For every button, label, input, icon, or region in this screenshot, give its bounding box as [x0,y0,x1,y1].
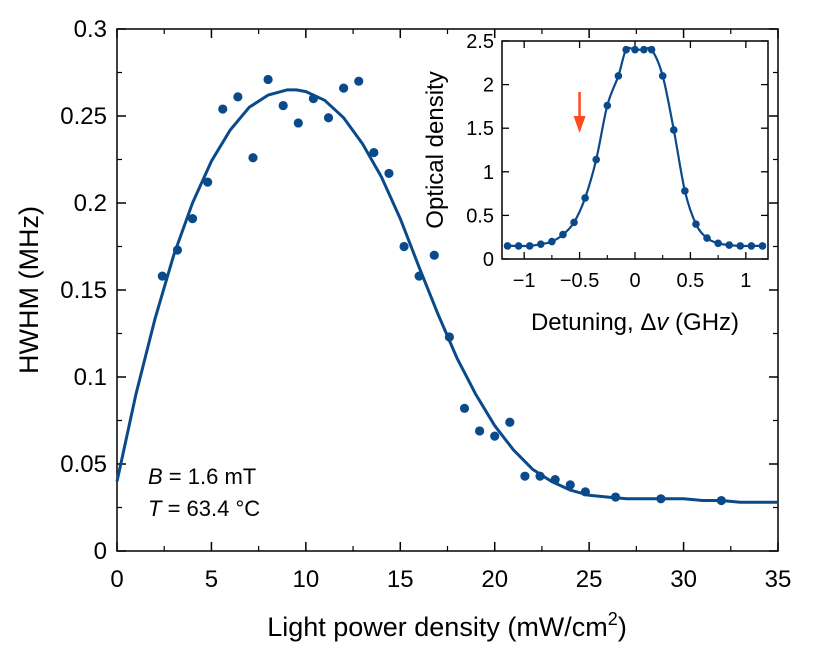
inset-data-point [714,239,722,248]
main-data-points [157,74,726,506]
data-point [308,94,319,104]
data-point [187,214,198,224]
inset-data-point [603,101,612,110]
data-point [233,92,243,102]
data-point [535,471,545,481]
main-x-tick-label: 20 [481,566,508,593]
inset-data-point [581,194,589,202]
annotation-temperature: T = 63.4 °C [148,496,260,521]
main-x-tick-label: 0 [110,566,123,593]
data-point [716,495,726,506]
inset-data-point [703,234,711,242]
inset-background [502,41,768,259]
main-x-axis-label: Light power density (mW/cm2) [267,609,627,642]
inset-data-point [669,126,678,134]
inset-data-point [592,155,601,164]
inset-data-points [503,45,767,250]
inset-x-tick-label: −0.5 [560,270,599,292]
main-y-tick-label: 0 [94,538,107,565]
inset-x-tick-label: 1 [740,270,751,292]
data-point [459,403,470,413]
main-x-tick-label: 10 [293,566,320,593]
data-point [505,417,515,427]
inset-x-tick-label: 0.5 [677,270,705,292]
inset-y-tick-label: 0.5 [466,205,494,227]
inset-data-point [622,45,630,54]
inset-x-axis-label: Detuning, Δv (GHz) [531,309,739,336]
data-point [399,241,409,252]
arrow-head [573,116,586,133]
main-y-tick-label: 0.25 [60,103,107,130]
arrow-marker [573,92,586,133]
inset-y-tick-label: 2.5 [466,31,494,53]
inset-data-point [681,187,689,195]
data-point [444,332,454,342]
inset-data-point [647,45,656,54]
inset-data-point [725,241,734,249]
data-point [248,153,258,163]
inset-data-point [514,242,523,250]
inset-data-point [631,45,639,54]
data-point [565,480,575,490]
inset-y-tick-label: 0 [483,249,494,271]
inset-data-point [536,240,545,248]
inset-data-point [559,230,567,239]
main-x-tick-label: 30 [670,566,697,593]
inset-data-point [548,237,556,246]
data-point [656,494,666,504]
inset-data-point [614,72,623,80]
data-point [429,250,439,260]
data-point [369,147,379,158]
inset-data-point [758,242,767,250]
main-y-tick-label: 0.3 [74,16,107,43]
data-point [218,104,228,114]
inset-data-point [570,218,578,227]
inset-x-tick-label: −1 [513,270,536,292]
data-point [580,487,590,497]
main-y-tick-label: 0.15 [60,277,107,304]
data-point [354,76,364,86]
data-point [172,245,183,255]
inset-y-tick-label: 1 [483,162,494,184]
data-point [278,100,288,111]
main-x-tick-label: 5 [205,566,218,593]
inset-data-point [692,220,700,228]
data-point [610,492,621,502]
data-point [520,471,530,481]
main-x-tick-label: 25 [576,566,603,593]
data-point [384,168,394,179]
main-x-tick-label: 35 [765,566,792,593]
main-y-axis-label: HWHM (MHz) [14,206,44,374]
data-point [157,271,167,281]
data-point [490,431,500,441]
inset-y-axis-label: Optical density [422,71,449,228]
data-point [323,113,334,123]
inset-data-point [747,242,756,250]
inset-y-tick-label: 1.5 [466,118,494,140]
main-y-tick-label: 0.05 [60,451,107,478]
data-point [475,426,485,436]
inset-data-point [736,242,745,250]
main-x-tick-label: 15 [387,566,414,593]
inset-ticks: −1 −0.5 0 0.5 1 0 0.5 1 1.5 2 2.5 [466,31,768,292]
data-point [550,475,560,485]
main-y-tick-label: 0.2 [74,190,107,217]
main-y-tick-label: 0.1 [74,364,107,391]
data-point [293,118,303,128]
inset-x-tick-label: 0 [629,270,640,292]
data-point [263,74,273,85]
inset-plot: −1 −0.5 0 0.5 1 0 0.5 1 1.5 2 2.5 Detuning, Δv (GH… [422,31,769,336]
inset-data-point [503,242,512,250]
annotation-field: B = 1.6 mT [148,464,256,489]
data-point [203,177,213,187]
inset-data-point [525,242,534,250]
data-point [414,271,424,281]
inset-y-tick-label: 2 [483,75,494,97]
inset-data-point [640,45,648,54]
inset-data-point [658,72,667,80]
data-point [339,83,349,93]
